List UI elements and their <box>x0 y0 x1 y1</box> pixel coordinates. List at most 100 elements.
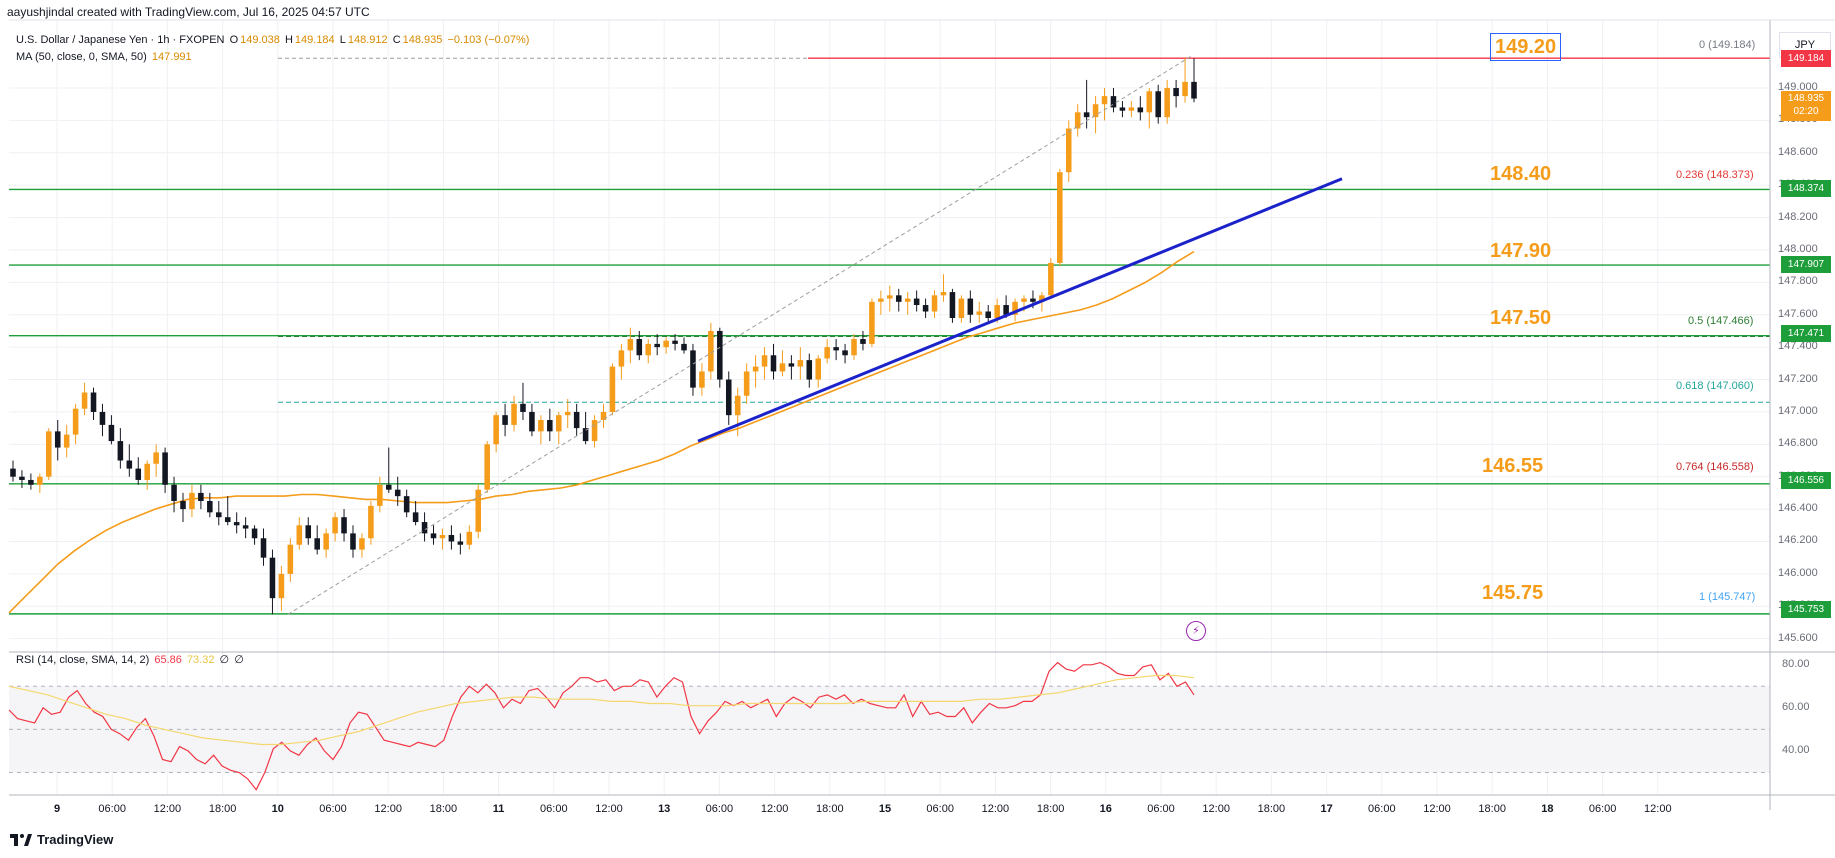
candle-body <box>412 512 419 523</box>
candle-body <box>314 538 320 550</box>
candle-body <box>19 476 25 480</box>
candle-body <box>1191 81 1197 99</box>
candle-body <box>502 415 508 425</box>
candle-body <box>564 411 571 416</box>
time-axis-time-label: 12:00 <box>1202 803 1230 815</box>
candle-body <box>1101 96 1108 105</box>
created-by-text: aayushjindal created with TradingView.co… <box>7 5 370 19</box>
time-axis-time-label: 18:00 <box>816 803 844 815</box>
time-axis-day-label: 18 <box>1541 803 1554 815</box>
candle-body <box>171 484 177 502</box>
level-label-148-40[interactable]: 148.40 <box>1490 163 1552 185</box>
time-axis-day-label: 17 <box>1320 803 1333 815</box>
price-tag-top: 149.184 <box>1781 50 1831 67</box>
level-label-147-50[interactable]: 147.50 <box>1490 307 1552 329</box>
time-axis-time-label: 18:00 <box>1036 803 1065 815</box>
time-axis-day-label: 16 <box>1099 803 1112 815</box>
fib-label-0: 0 (149.184) <box>1699 39 1756 51</box>
fib-trend-line[interactable] <box>287 55 1193 615</box>
rsi-line <box>8 661 1195 791</box>
tradingview-logo[interactable]: TradingView <box>10 832 113 847</box>
candle-body <box>1057 172 1063 263</box>
candle-body <box>1173 88 1179 97</box>
candle-body <box>37 476 43 485</box>
candle-body <box>72 408 79 435</box>
candle-body <box>878 298 884 302</box>
candle-body <box>296 525 303 545</box>
rsi-axis-label: 60.00 <box>1782 700 1810 713</box>
candle-body <box>421 522 428 534</box>
ma-legend[interactable]: MA (50, close, 0, SMA, 50) 147.991 <box>16 51 194 63</box>
rsi-sma-value: 73.32 <box>186 654 215 666</box>
price-axis-label: 148.200 <box>1778 210 1818 223</box>
drawings[interactable] <box>287 55 1343 615</box>
candle-body <box>752 366 759 372</box>
candle-body <box>833 347 839 351</box>
candle-body <box>1074 112 1081 129</box>
candle-body <box>126 460 133 469</box>
candle-body <box>573 411 580 429</box>
candle-body <box>779 363 786 372</box>
lightning-icon[interactable]: ⚡ <box>1186 621 1206 641</box>
candle-body <box>54 431 61 448</box>
rsi-extra-2: ∅ <box>234 654 244 666</box>
candle-body <box>815 358 822 380</box>
candle-body <box>663 340 669 348</box>
rsi-legend[interactable]: RSI (14, close, SMA, 14, 2) 65.86 73.32 … <box>16 653 246 666</box>
bullish-trend-line[interactable] <box>697 177 1343 443</box>
level-label-146-55[interactable]: 146.55 <box>1482 455 1544 477</box>
price-axis-label: 146.200 <box>1778 534 1818 547</box>
candle-body <box>484 444 490 490</box>
ma-line <box>8 250 1195 614</box>
level-label-145-75[interactable]: 145.75 <box>1482 582 1544 604</box>
ma-value: 147.991 <box>151 51 192 63</box>
candle-body <box>770 355 777 372</box>
candle-body <box>761 355 768 367</box>
candle-body <box>931 295 938 312</box>
symbol-legend[interactable]: U.S. Dollar / Japanese Yen · 1h · FXOPEN… <box>16 34 531 46</box>
level-label-147-90[interactable]: 147.90 <box>1490 240 1552 262</box>
tradingview-logo-icon <box>10 833 32 846</box>
rsi-sma-line <box>8 674 1195 746</box>
time-axis-time-label: 06:00 <box>1368 803 1396 815</box>
candle-body <box>1110 96 1117 108</box>
price-axis-label: 147.600 <box>1778 307 1818 320</box>
time-axis-time-label: 12:00 <box>760 803 789 815</box>
candle-body <box>690 350 696 388</box>
candle-body <box>189 492 195 510</box>
price-axis-label: 147.000 <box>1778 404 1818 417</box>
candle-body <box>976 311 983 315</box>
candle-body <box>207 501 213 513</box>
grid-lines <box>9 20 1770 795</box>
candle-body <box>1048 262 1054 296</box>
time-axis-time-label: 06:00 <box>540 803 568 815</box>
price-axis-label: 148.000 <box>1778 242 1818 255</box>
rsi-axis-label: 40.00 <box>1782 743 1810 756</box>
candle-body <box>672 340 678 344</box>
candle-body <box>869 301 875 344</box>
candle-body <box>448 535 455 542</box>
candle-body <box>430 533 437 539</box>
candle-body <box>555 415 562 432</box>
candle-body <box>725 379 732 416</box>
level-label-149-20[interactable]: 149.20 <box>1490 33 1562 61</box>
candle-body <box>180 501 186 510</box>
candle-body <box>99 411 106 425</box>
candle-body <box>520 403 526 412</box>
fib-label-0-236: 0.236 (148.373) <box>1676 169 1754 181</box>
brand-name: TradingView <box>37 832 114 847</box>
candle-body <box>251 528 258 539</box>
rsi-indicator <box>8 661 1195 791</box>
candle-body <box>743 371 750 396</box>
candle-body <box>224 517 231 523</box>
price-axis-label: 147.400 <box>1778 340 1818 353</box>
candle-body <box>949 292 956 318</box>
candle-body <box>994 305 1000 318</box>
candle-body <box>985 311 991 318</box>
time-axis-time-label: 12:00 <box>1644 803 1672 815</box>
rsi-extra-1: ∅ <box>219 654 230 666</box>
time-axis-time-label: 06:00 <box>705 803 734 815</box>
moving-average <box>8 250 1195 614</box>
fib-label-0-5: 0.5 (147.466) <box>1688 315 1754 327</box>
